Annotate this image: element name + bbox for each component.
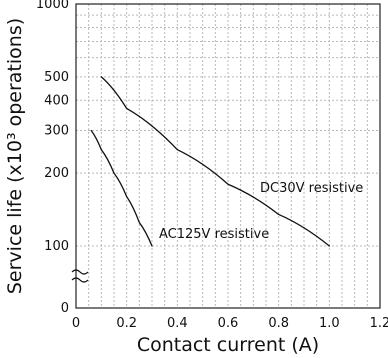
x-tick-label: 1.2: [370, 316, 388, 331]
series-layer: [90, 76, 330, 247]
x-tick-label: 0.6: [218, 316, 239, 331]
y-axis-tick-labels: 0 100 200 300 400 500 1000: [36, 0, 69, 316]
y-tick-label: 400: [44, 93, 69, 108]
dc30v-resistive-line: [100, 76, 330, 247]
ac-series-label: AC125V resistive: [159, 227, 269, 242]
x-tick-label: 0.2: [116, 316, 137, 331]
x-tick-label: 0.4: [167, 316, 188, 331]
axis-break-mark-lower: [71, 277, 89, 283]
y-axis-label: Service life (x10³ operations): [4, 18, 26, 294]
axis-break-mark-upper: [71, 269, 89, 275]
x-axis-tick-labels: 0 0.2 0.4 0.6 0.8 1.0 1.2: [72, 316, 388, 331]
x-axis-label: Contact current (A): [137, 334, 319, 356]
plot-area: [71, 3, 381, 309]
y-tick-label: 500: [44, 70, 69, 85]
x-tick-label: 0.8: [268, 316, 289, 331]
plot-frame: [75, 3, 381, 309]
y-tick-label: 200: [44, 166, 69, 181]
y-tick-label: 300: [44, 124, 69, 139]
x-tick-label: 0: [72, 316, 80, 331]
x-tick-label: 1.0: [319, 316, 340, 331]
axis-break: [71, 269, 89, 283]
dc-series-label: DC30V resistive: [260, 181, 363, 196]
y-tick-label: 0: [61, 301, 69, 316]
grid: [75, 3, 381, 309]
y-tick-label: 1000: [36, 0, 69, 12]
ac125v-resistive-line: [90, 129, 153, 247]
y-tick-label: 100: [44, 239, 69, 254]
